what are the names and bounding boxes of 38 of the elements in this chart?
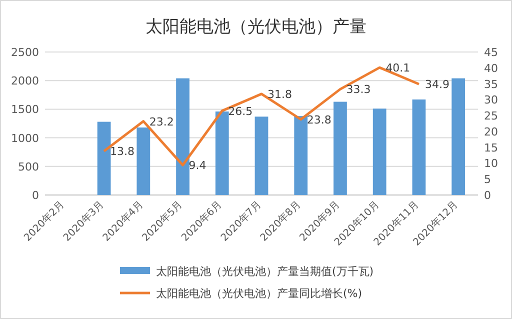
- data-label: 26.5: [228, 104, 253, 118]
- legend-label: 太阳能电池（光伏电池）产量同比增长(%): [156, 287, 362, 300]
- data-label: 23.2: [149, 115, 174, 128]
- data-label: 31.8: [268, 88, 292, 101]
- y2-tick-label: 15: [484, 141, 498, 154]
- bar: [412, 99, 426, 195]
- bar: [215, 111, 229, 195]
- bar: [294, 116, 308, 195]
- data-label: 33.3: [346, 83, 371, 96]
- bar: [97, 122, 111, 195]
- y2-tick-label: 40: [484, 62, 498, 75]
- data-label: 23.8: [306, 113, 332, 126]
- y2-tick-label: 10: [484, 157, 498, 170]
- legend-label: 太阳能电池（光伏电池）产量当期值(万千瓦): [156, 265, 374, 278]
- y-tick-label: 1000: [11, 132, 39, 145]
- y-tick-label: 2000: [11, 74, 39, 88]
- data-label: 40.1: [386, 62, 410, 75]
- y2-tick-label: 0: [484, 189, 491, 202]
- y2-tick-label: 20: [484, 125, 498, 138]
- y2-tick-label: 5: [484, 173, 491, 186]
- bar: [452, 78, 466, 195]
- chart-title: 太阳能电池（光伏电池）产量: [146, 17, 366, 37]
- data-label: 13.8: [110, 145, 135, 158]
- data-label: 34.9: [424, 78, 450, 92]
- y2-tick-label: 30: [484, 94, 498, 107]
- y-tick-label: 2500: [11, 46, 39, 59]
- bar: [176, 78, 190, 195]
- y-tick-label: 0: [32, 189, 39, 202]
- y-tick-label: 1500: [11, 103, 39, 116]
- data-label: 9.4: [188, 159, 206, 172]
- bar: [334, 102, 347, 195]
- y2-tick-label: 45: [484, 46, 498, 59]
- y2-tick-label: 25: [484, 110, 498, 123]
- y2-tick-label: 35: [484, 78, 498, 91]
- bar: [254, 116, 268, 195]
- bar: [372, 108, 386, 195]
- y-tick-label: 500: [18, 160, 39, 174]
- bar: [136, 128, 150, 195]
